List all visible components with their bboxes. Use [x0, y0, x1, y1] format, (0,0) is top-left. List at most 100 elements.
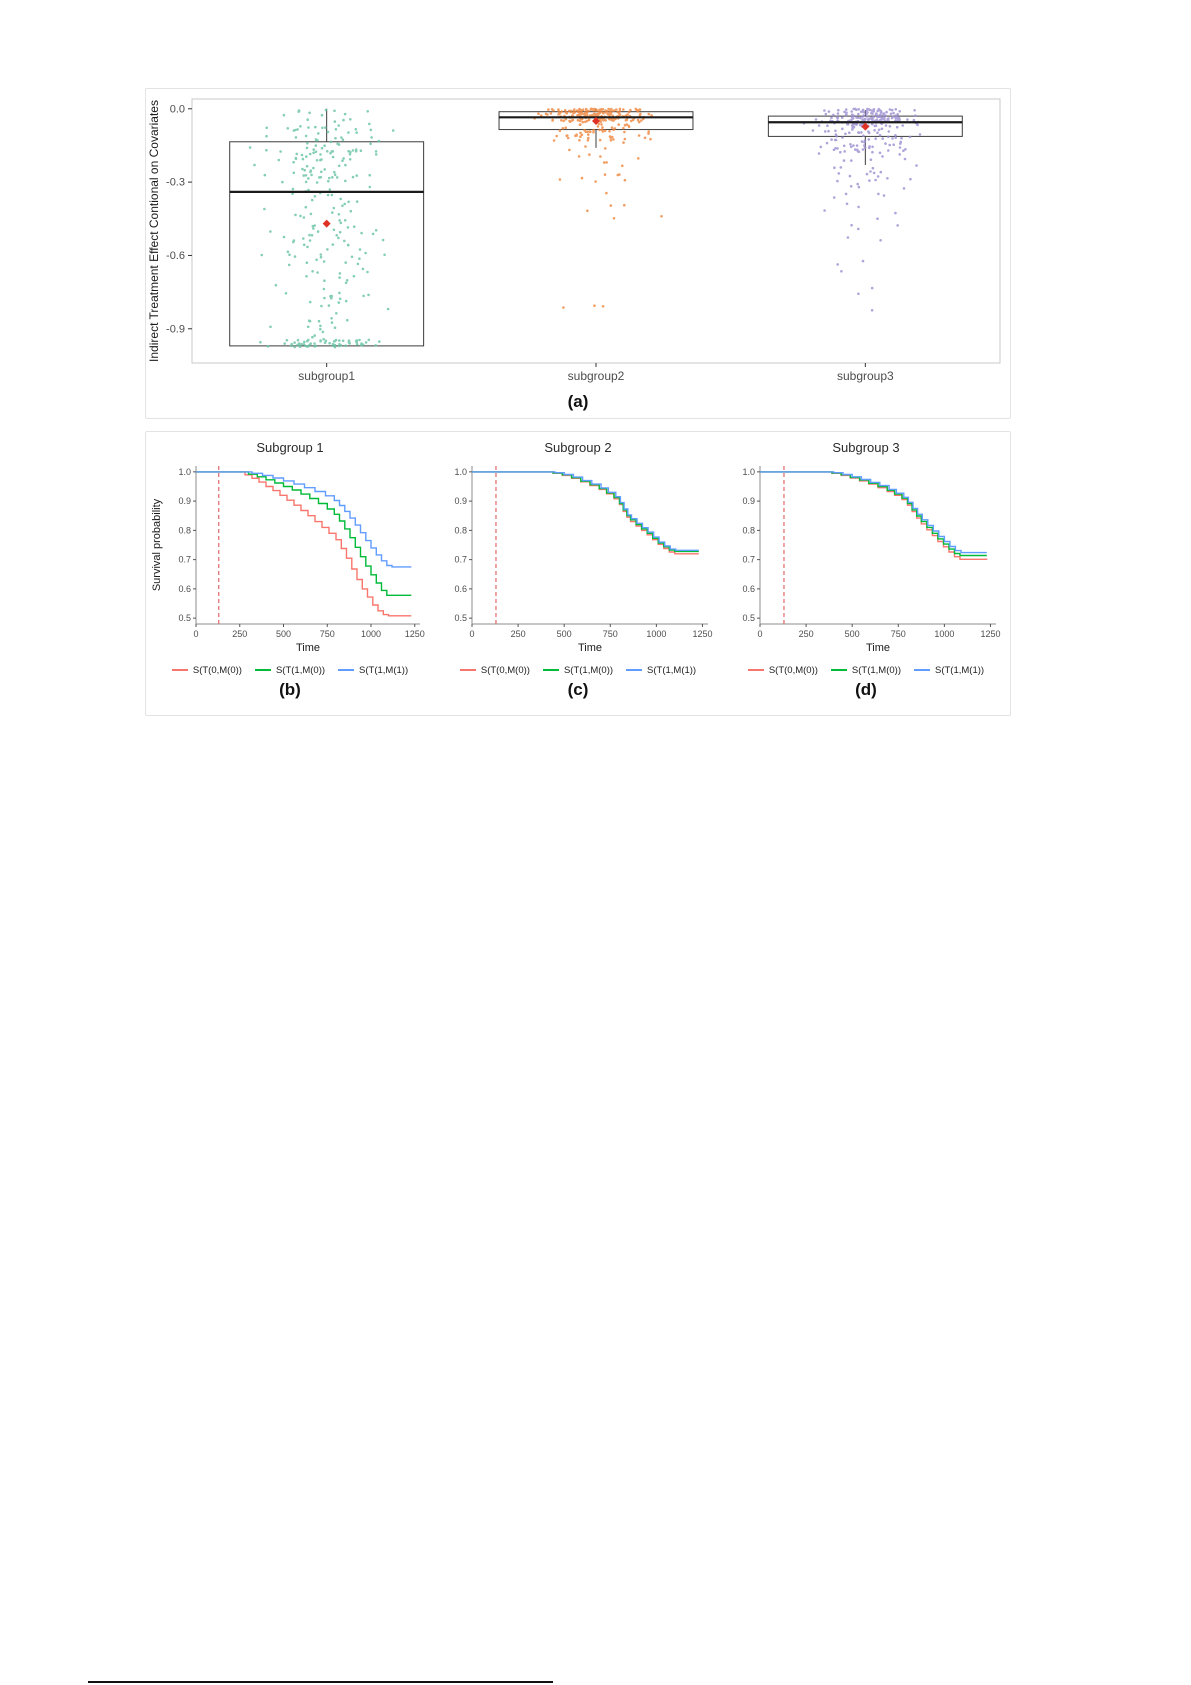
legend-label: S(T(1,M(0)) — [851, 664, 901, 676]
legend-label: S(T(1,M(1)) — [359, 664, 409, 676]
x-axis-label: Time — [578, 642, 602, 654]
jitter-points — [248, 108, 395, 349]
legend-key-line — [747, 669, 764, 671]
caption-d: (d) — [855, 680, 877, 699]
legend-key-line — [914, 669, 930, 671]
x-tick-label: 750 — [603, 629, 618, 639]
boxplot-chart: 0.0 -0.3 -0.6 -0.9 subgroup1 subgroup2 subgrou… — [147, 98, 1001, 383]
x-category-label: subgroup1 — [298, 369, 355, 383]
y-tick-label: 0.5 — [454, 613, 467, 623]
x-category-label: subgroup3 — [837, 369, 894, 383]
y-tick-label: 0.5 — [178, 613, 191, 623]
boxplot-panel: 0.0 -0.3 -0.6 -0.9 subgroup1 subgroup2 subgrou… — [145, 88, 1011, 419]
x-tick-label: 1250 — [405, 629, 425, 639]
y-tick-label: 1.0 — [742, 467, 755, 477]
y-tick-label: 0.5 — [742, 613, 755, 623]
mean-diamond — [592, 117, 600, 125]
survival-curve — [759, 471, 987, 554]
legend-item: S(T(1,M(1)) — [338, 665, 408, 676]
survival-chart-subgroup3: 1.0 0.9 0.8 0.7 0.6 0.50 250 500 750 1000 1250 Time — [742, 466, 1000, 654]
survival-curve — [195, 471, 412, 617]
y-tick-label: -0.6 — [166, 250, 185, 262]
x-category-label: subgroup2 — [568, 369, 625, 383]
legend-key-line — [542, 669, 559, 671]
legend-key-line — [626, 669, 643, 671]
survival-curve — [471, 471, 699, 553]
legend-item: S(T(0,M(0)) — [171, 664, 242, 676]
x-tick-label: 1250 — [980, 629, 1000, 639]
y-tick-label: 0.7 — [454, 555, 467, 565]
legend-item: S(T(1,M(1)) — [914, 665, 984, 676]
x-tick-label: 1250 — [692, 629, 712, 639]
y-tick-label: 1.0 — [454, 467, 467, 477]
survival-curve — [759, 471, 987, 557]
y-tick-label: 0.8 — [178, 525, 191, 535]
x-tick-label: 1000 — [361, 629, 381, 639]
chart-title-subgroup2: Subgroup 2 — [544, 440, 612, 455]
survival-panels: Subgroup 1 1.0 0.9 0.8 0.7 0.6 0.5 0 250 500 750 1… — [145, 431, 1011, 716]
x-tick-label: 750 — [320, 629, 335, 639]
legend-key-line — [254, 669, 271, 671]
x-tick-label: 500 — [276, 629, 291, 639]
x-tick-label: 250 — [799, 629, 814, 639]
legend-label: S(T(1,M(0)) — [563, 664, 614, 676]
y-tick-label: 0.8 — [742, 525, 755, 535]
legend-label: S(T(1,M(0)) — [275, 664, 326, 676]
legend-item: S(T(1,M(0)) — [542, 664, 614, 676]
mean-diamond — [861, 122, 870, 131]
y-tick-label: 0.6 — [454, 584, 467, 594]
caption-a: (a) — [567, 392, 589, 411]
x-axis-label: Time — [866, 642, 890, 654]
y-tick-label: 0.8 — [454, 525, 467, 535]
y-tick-label: -0.9 — [166, 323, 185, 335]
survival-curve — [195, 471, 412, 596]
caption-c: (c) — [567, 680, 589, 699]
legend-subgroup2: S(T(0,M(0)) S(T(1,M(0)) S(T(1,M(1)) — [459, 660, 696, 680]
jitter-points — [802, 107, 922, 312]
survival-cell-2: Subgroup 2 1.0 0.9 0.8 0.7 0.6 0.5 0 250 500 750 1… — [434, 432, 722, 715]
legend-subgroup1: S(T(0,M(0)) S(T(1,M(0)) S(T(1,M(1)) — [171, 660, 408, 680]
legend-item: S(T(0,M(0)) — [459, 664, 530, 676]
box-group — [229, 108, 425, 347]
x-tick-label: 0 — [757, 629, 762, 639]
chart-title-subgroup3: Subgroup 3 — [832, 440, 900, 455]
survival-chart-subgroup2: 1.0 0.9 0.8 0.7 0.6 0.50 250 500 750 1000 1250 Time — [454, 466, 712, 654]
survival-cell-3: Subgroup 3 1.0 0.9 0.8 0.7 0.6 0.5 0 250 500 750 1… — [722, 432, 1010, 715]
y-tick-label: 0.6 — [742, 584, 755, 594]
x-axis-label: Time — [296, 642, 320, 654]
y-tick-label: 0.9 — [454, 496, 467, 506]
jitter-points — [533, 107, 663, 309]
x-tick-label: 750 — [891, 629, 906, 639]
legend-label: S(T(0,M(0)) — [192, 664, 242, 676]
y-tick-label: 0.6 — [178, 584, 191, 594]
x-tick-label: 500 — [557, 629, 572, 639]
legend-label: S(T(1,M(1)) — [647, 664, 697, 676]
page-bottom-rule — [88, 1681, 553, 1683]
y-tick-label: -0.3 — [166, 177, 185, 189]
x-tick-label: 0 — [193, 629, 198, 639]
x-tick-label: 500 — [845, 629, 860, 639]
y-tick-label: 1.0 — [178, 467, 191, 477]
legend-label: S(T(0,M(0)) — [480, 664, 530, 676]
legend-item: S(T(1,M(0)) — [830, 664, 901, 676]
legend-key-line — [459, 669, 476, 671]
y-tick-label: 0.7 — [742, 555, 755, 565]
y-tick-label: 0.9 — [742, 496, 755, 506]
legend-item: S(T(1,M(1)) — [626, 665, 696, 676]
y-axis-label: Indirect Treatment Effect Contional on C… — [147, 100, 161, 362]
survival-chart-subgroup1: 1.0 0.9 0.8 0.7 0.6 0.50 250 500 750 1000 1250 Time… — [151, 466, 425, 654]
x-tick-label: 1000 — [934, 629, 954, 639]
legend-label: S(T(0,M(0)) — [768, 664, 818, 676]
survival-cell-1: Subgroup 1 1.0 0.9 0.8 0.7 0.6 0.5 0 250 500 750 1… — [146, 432, 434, 715]
legend-key-line — [830, 669, 847, 671]
legend-subgroup3: S(T(0,M(0)) S(T(1,M(0)) S(T(1,M(1)) — [747, 660, 984, 680]
y-tick-label: 0.9 — [178, 496, 191, 506]
mean-diamond — [322, 219, 331, 228]
survival-curve — [195, 471, 412, 568]
x-tick-label: 1000 — [646, 629, 666, 639]
y-tick-label: 0.7 — [178, 555, 191, 565]
legend-item: S(T(1,M(0)) — [254, 664, 326, 676]
survival-curve — [471, 471, 699, 551]
y-axis-label: Survival probability — [151, 498, 163, 591]
